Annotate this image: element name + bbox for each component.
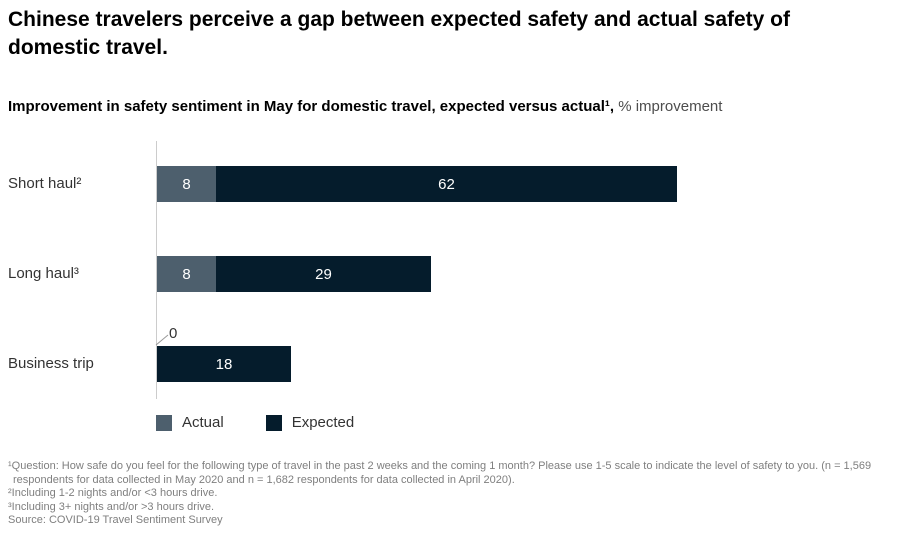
bar-segment-actual: 8 xyxy=(157,256,216,292)
bar-value-label: 62 xyxy=(438,175,455,193)
chart-row: Business trip 0 18 xyxy=(0,325,900,382)
chart-subtitle: Improvement in safety sentiment in May f… xyxy=(8,97,892,116)
bar-value-label: 8 xyxy=(182,175,191,193)
chart-legend: Actual Expected xyxy=(156,414,354,431)
chart-row: Long haul³ 8 29 xyxy=(0,256,900,292)
bar-value-label: 8 xyxy=(182,265,191,283)
stacked-bar-chart: Short haul² 8 62 Long haul³ 8 29 Business trip… xyxy=(0,141,900,431)
chart-row: Short haul² 8 62 xyxy=(0,166,900,202)
chart-subtitle-bold: Improvement in safety sentiment in May f… xyxy=(8,98,615,115)
footnote-line: ¹Question: How safe do you feel for the … xyxy=(8,460,872,486)
y-axis-line xyxy=(156,141,157,399)
bar-segment-expected: 29 xyxy=(216,256,431,292)
bar-segment-expected: 62 xyxy=(216,166,677,202)
bar-segment-actual: 8 xyxy=(157,166,216,202)
source-line: Source: COVID-19 Travel Sentiment Survey xyxy=(8,514,223,526)
legend-swatch-expected xyxy=(265,414,282,431)
category-label: Short haul² xyxy=(8,175,82,192)
page-title: Chinese travelers perceive a gap between… xyxy=(8,8,791,59)
legend-item-actual: Actual xyxy=(156,414,224,431)
footnote-line: ³Including 3+ nights and/or >3 hours dri… xyxy=(8,500,215,513)
legend-item-expected: Expected xyxy=(265,414,355,431)
callout-line xyxy=(155,334,169,346)
bar: 8 29 xyxy=(157,256,431,292)
bar: 0 18 xyxy=(155,325,291,382)
bar-segment-expected: 18 xyxy=(157,346,291,382)
footnote-line: ²Including 1-2 nights and/or <3 hours dr… xyxy=(8,487,218,499)
bar: 8 62 xyxy=(157,166,677,202)
category-label: Business trip xyxy=(8,355,94,372)
chart-subtitle-unit: % improvement xyxy=(614,98,723,115)
legend-label: Actual xyxy=(182,414,224,431)
bar-value-label: 29 xyxy=(315,265,332,283)
legend-swatch-actual xyxy=(156,414,172,431)
footnotes: ¹Question: How safe do you feel for the … xyxy=(8,460,894,528)
legend-label: Expected xyxy=(291,414,355,431)
zero-value-label: 0 xyxy=(169,325,178,342)
category-label: Long haul³ xyxy=(8,265,79,282)
bar-value-label: 18 xyxy=(215,355,233,373)
